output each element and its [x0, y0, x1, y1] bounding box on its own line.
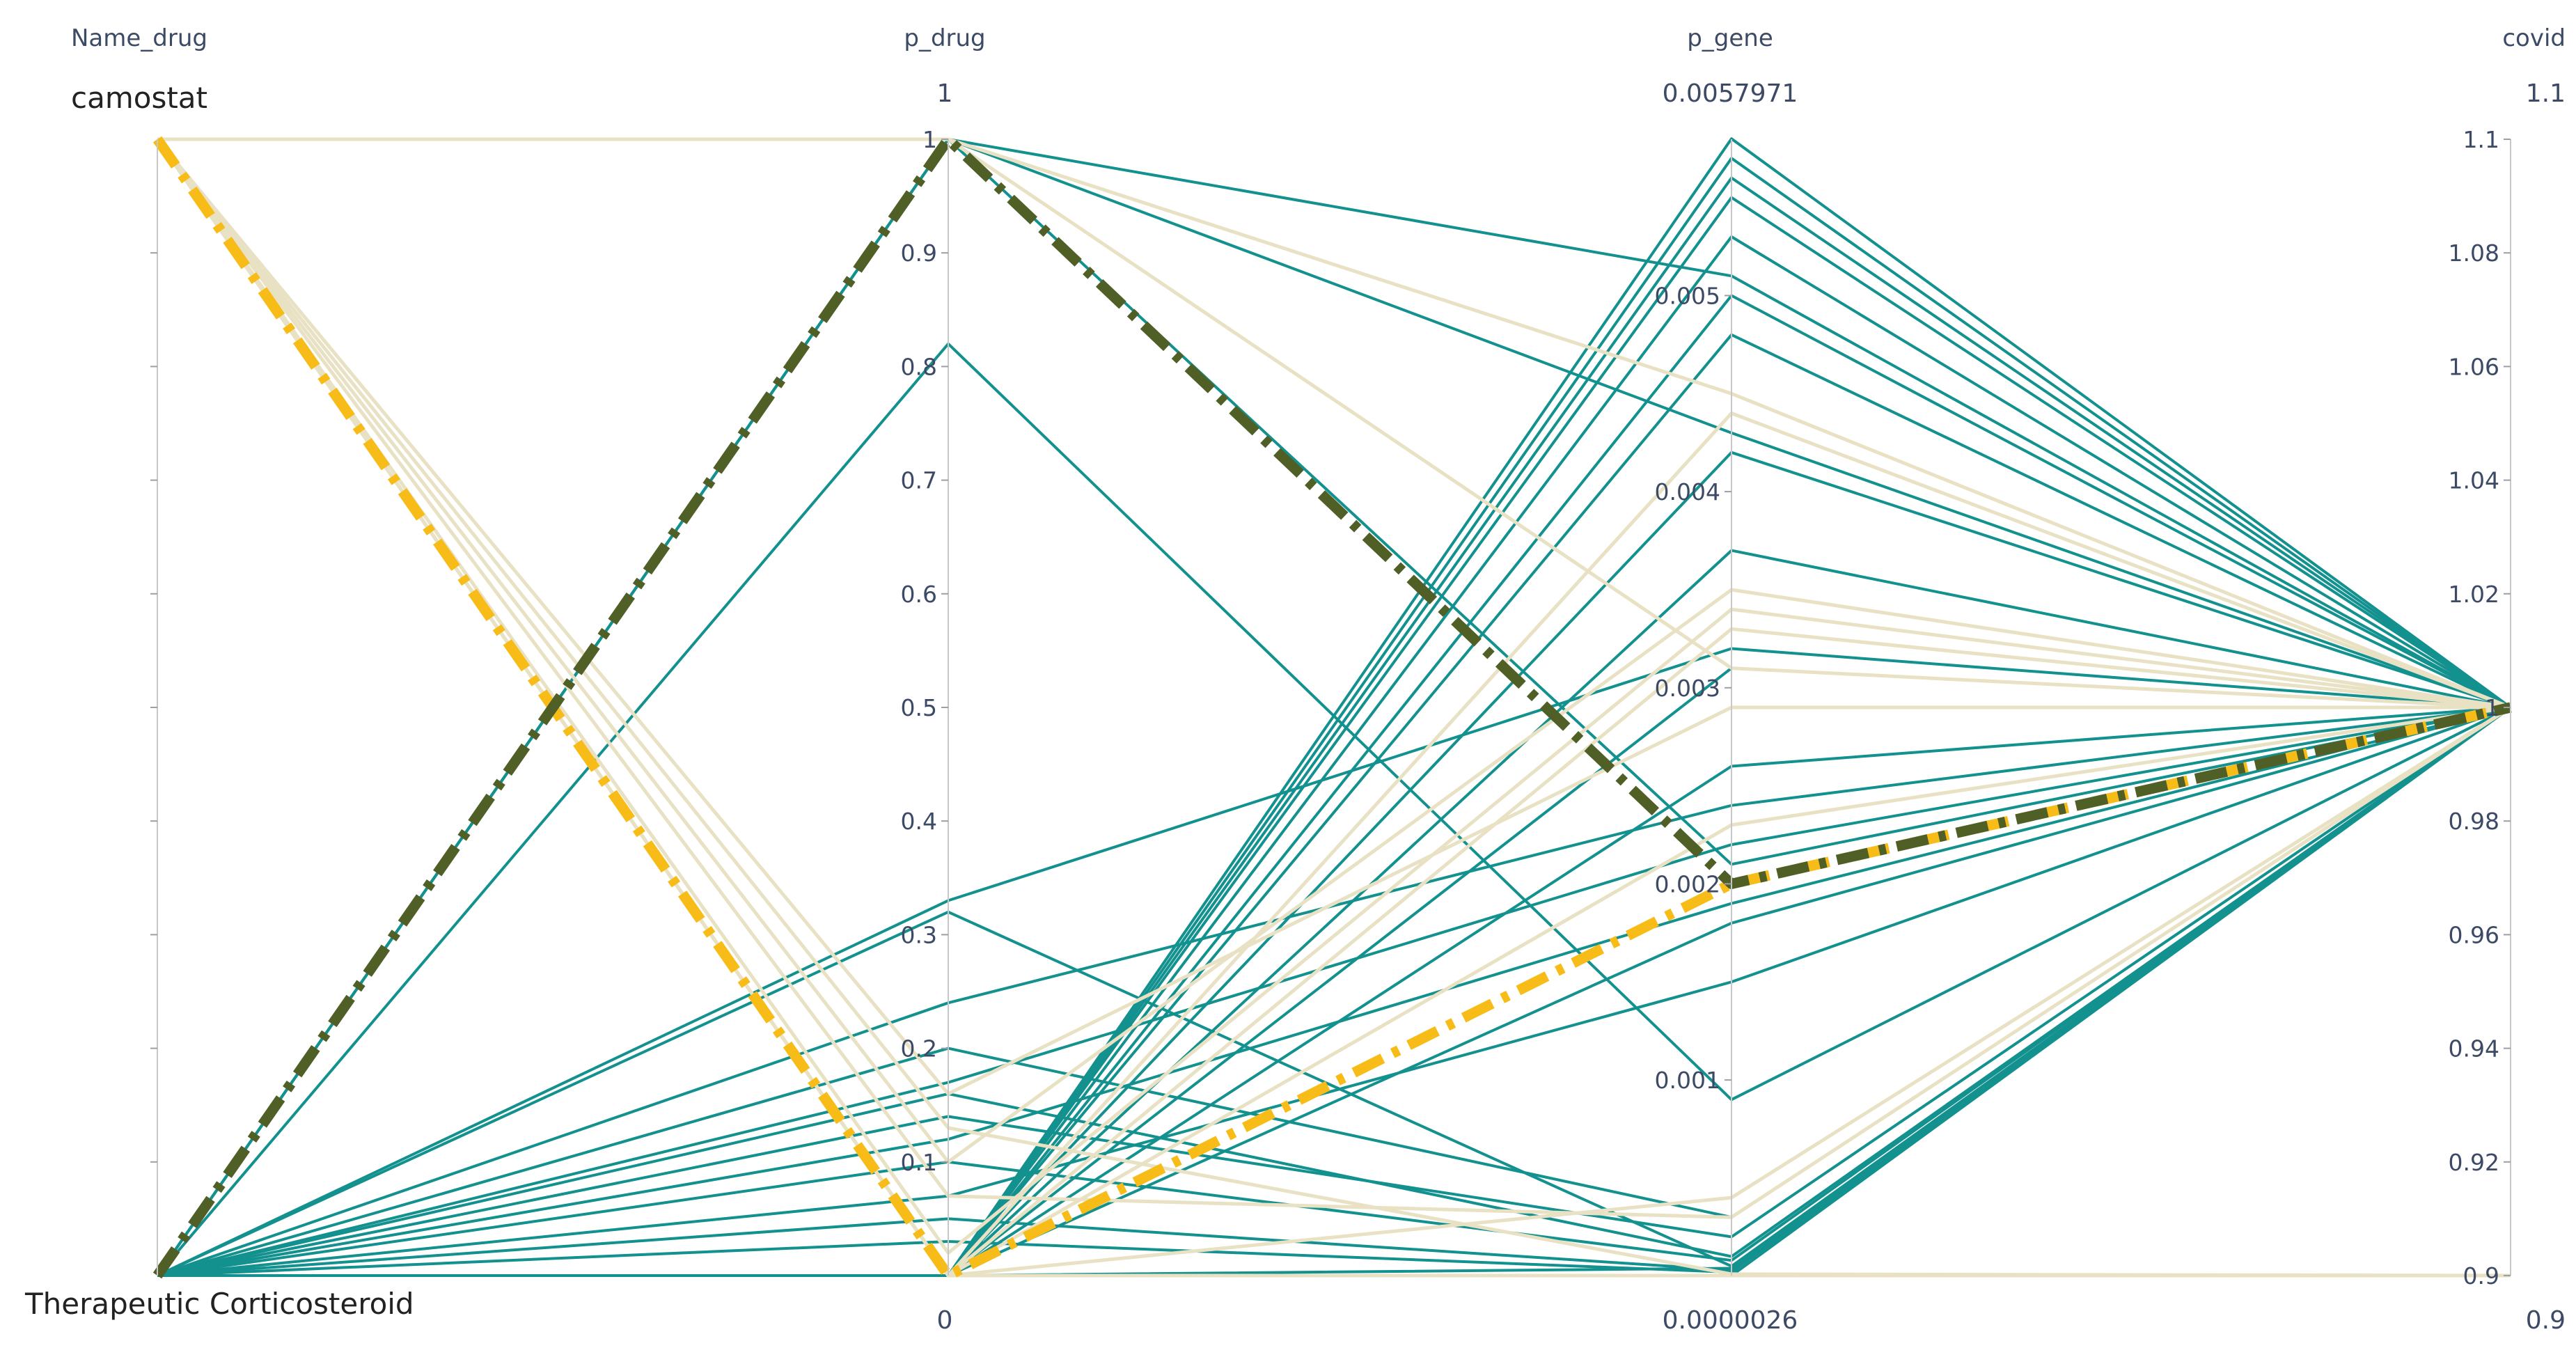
tick-label-covid: 0.92	[2449, 1149, 2499, 1176]
series-line-teal-7[interactable]	[157, 706, 2511, 1277]
tick-label-covid: 1	[2485, 694, 2499, 721]
tick-label-p-drug: 0.1	[901, 1149, 937, 1176]
axis-title-p-drug: p_drug	[904, 24, 985, 52]
series-line-teal-26[interactable]	[157, 549, 2511, 1277]
highlight-lines-group	[152, 134, 2512, 1281]
series-line-teal-10[interactable]	[157, 706, 2512, 1277]
tick-label-covid: 1.06	[2449, 353, 2499, 380]
series-line-beige-4[interactable]	[156, 138, 2511, 1164]
tick-label-p-drug: 0.5	[901, 694, 937, 721]
series-line-beige-6[interactable]	[155, 138, 2511, 1255]
tick-label-p-gene: 0.001	[1655, 1067, 1720, 1094]
tick-label-p-gene: 0.005	[1655, 283, 1720, 310]
category-bottom-label[interactable]: Therapeutic Corticosteroid	[24, 1287, 414, 1321]
tick-label-p-drug: 0.9	[901, 240, 937, 267]
tick-label-covid: 0.94	[2449, 1035, 2499, 1063]
tick-label-covid: 0.9	[2463, 1262, 2499, 1289]
highlight-line-olive-dashed[interactable]	[152, 134, 2512, 1279]
tick-label-p-drug: 0.4	[901, 808, 937, 835]
series-line-teal-9[interactable]	[157, 706, 2511, 1277]
series-line-beige-0[interactable]	[157, 137, 2511, 710]
p-gene-min-label: 0.0000026	[1663, 1306, 1798, 1335]
tick-label-p-drug: 0.6	[901, 581, 937, 608]
ticks-group: 0.1 0.2 0.3 0.4 0.5 0.6 0.7 0.8 0.9 1 0.001 0.002 0.…	[150, 126, 2511, 1289]
tick-label-covid: 1.02	[2449, 581, 2499, 608]
series-line-teal-11[interactable]	[157, 706, 2512, 1277]
series-line-teal-21[interactable]	[157, 235, 2512, 1277]
tick-label-p-drug: 0.8	[901, 353, 937, 380]
tick-label-p-gene: 0.002	[1655, 870, 1720, 897]
series-line-teal-5[interactable]	[157, 647, 2511, 1277]
tick-label-covid: 1.08	[2449, 240, 2499, 267]
tick-label-p-gene: 0.003	[1655, 675, 1720, 702]
axis-title-covid: covid	[2502, 24, 2566, 52]
series-line-beige-1[interactable]	[157, 137, 2511, 710]
series-line-teal-13[interactable]	[157, 706, 2512, 1277]
category-top-label[interactable]: camostat	[71, 81, 207, 115]
tick-label-p-drug: 1	[922, 126, 937, 153]
p-gene-max-label: 0.0057971	[1663, 79, 1798, 108]
series-line-beige-2[interactable]	[156, 138, 2511, 1096]
tick-label-p-drug: 0.3	[901, 921, 937, 948]
series-line-beige-5[interactable]	[155, 138, 2512, 1219]
series-line-teal-14[interactable]	[157, 706, 2511, 1277]
p-drug-min-label: 0	[937, 1306, 953, 1335]
tick-label-covid: 0.96	[2449, 921, 2499, 948]
tick-label-covid: 1.1	[2463, 126, 2499, 153]
series-line-teal-4[interactable]	[156, 342, 2511, 1277]
covid-min-label: 0.9	[2526, 1306, 2566, 1335]
p-drug-max-label: 1	[937, 79, 953, 108]
tick-label-p-drug: 0.7	[901, 467, 937, 494]
axis-title-name-drug: Name_drug	[71, 24, 207, 52]
covid-max-label: 1.1	[2526, 79, 2566, 108]
series-line-teal-24[interactable]	[157, 411, 2511, 1277]
beige-lines-group	[155, 137, 2512, 1278]
axis-title-p-gene: p_gene	[1687, 24, 1773, 52]
tick-label-covid: 1.04	[2449, 467, 2499, 494]
tick-label-p-gene: 0.004	[1655, 478, 1720, 505]
tick-label-p-drug: 0.2	[901, 1035, 937, 1063]
tick-label-covid: 0.98	[2449, 808, 2499, 835]
